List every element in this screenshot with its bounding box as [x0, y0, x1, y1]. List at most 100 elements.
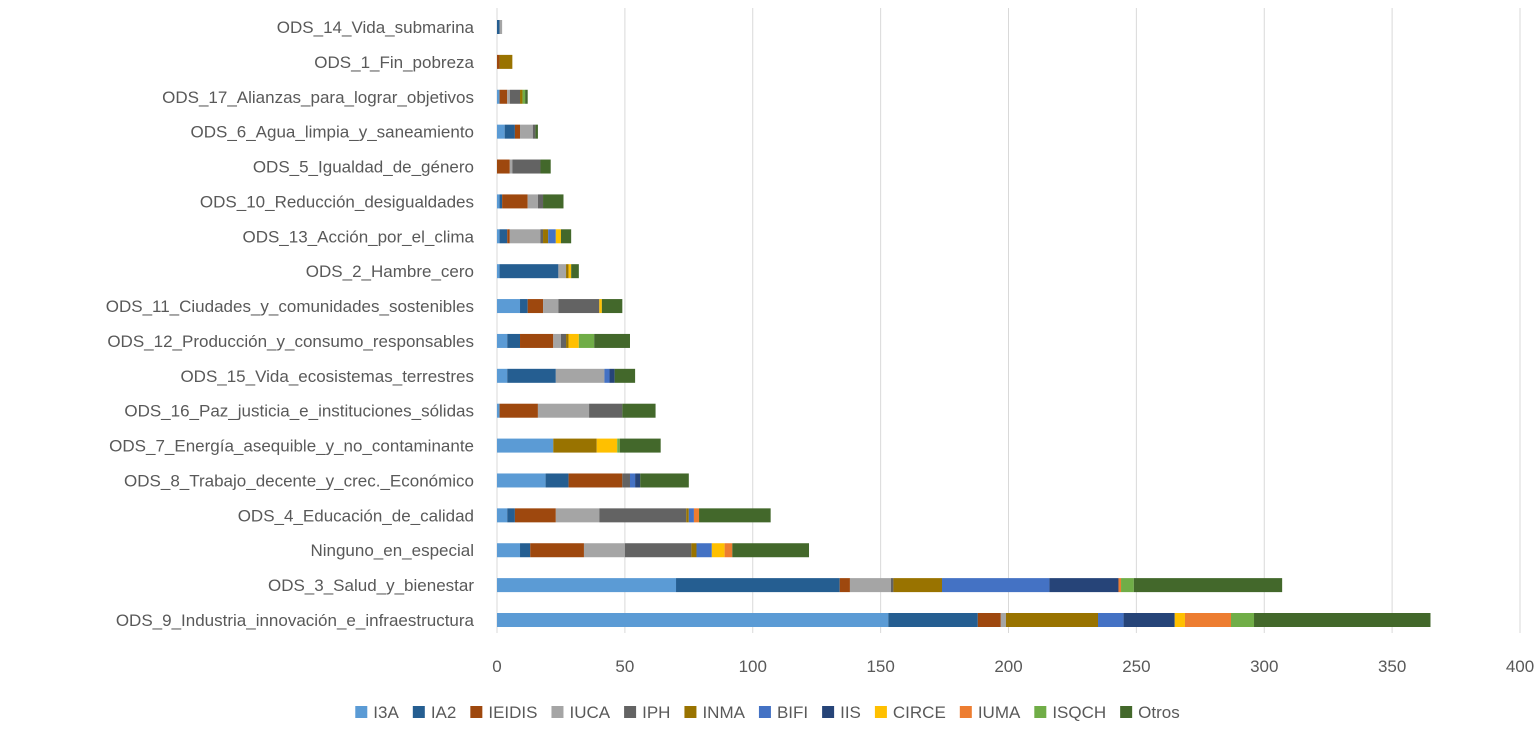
- legend-label: ISQCH: [1052, 703, 1106, 722]
- x-tick-label: 50: [615, 657, 634, 676]
- bar-segment-ieidis: [568, 473, 623, 488]
- bar-segment-i3a: [497, 473, 546, 488]
- bar-segment-iuca: [537, 403, 590, 418]
- bar-segment-iuca: [509, 159, 513, 174]
- bar-segment-ia2: [499, 194, 503, 209]
- bar-segment-inma: [691, 543, 697, 558]
- bar-segment-inma: [566, 264, 569, 279]
- bar-segment-otros: [525, 89, 528, 104]
- x-tick-label: 200: [994, 657, 1022, 676]
- bar-segment-otros: [535, 124, 538, 139]
- bar-segment-otros: [1133, 578, 1283, 593]
- bar-segment-i3a: [497, 508, 508, 523]
- bar-segment-ia2: [545, 473, 569, 488]
- category-label: ODS_13_Acción_por_el_clima: [242, 227, 474, 246]
- category-label: ODS_7_Energía_asequible_y_no_contaminant…: [109, 437, 474, 456]
- bar-segment-i3a: [497, 543, 521, 558]
- bar-segment-otros: [732, 543, 810, 558]
- bar-segment-inma: [1005, 613, 1099, 627]
- bar-segment-circe: [599, 299, 602, 314]
- bar-segment-isqch: [1121, 578, 1134, 593]
- bar-segment-ieidis: [520, 333, 554, 348]
- bar-segment-iuca: [509, 229, 541, 244]
- legend-label: IEIDIS: [488, 703, 537, 722]
- bar-segment-otros: [699, 508, 771, 523]
- bar-segment-otros: [614, 368, 636, 383]
- legend-label: IUCA: [569, 703, 610, 722]
- bar-segment-iuma: [724, 543, 733, 558]
- category-label: ODS_2_Hambre_cero: [306, 262, 474, 281]
- bar-segment-circe: [1174, 613, 1185, 627]
- bar-segment-circe: [596, 438, 618, 453]
- bar-segment-ieidis: [514, 508, 556, 523]
- bar-segment-circe: [568, 264, 572, 279]
- bar-segment-otros: [571, 264, 579, 279]
- legend-swatch-iuca: [551, 706, 564, 718]
- bar-segment-iph: [512, 159, 541, 174]
- bar-segment-otros: [1254, 613, 1431, 627]
- bar-segment-iuca: [555, 368, 605, 383]
- bar-segment-ieidis: [507, 229, 510, 244]
- category-label: ODS_12_Producción_y_consumo_responsables: [107, 332, 474, 351]
- bar-segment-i3a: [497, 333, 508, 348]
- legend-label: IIS: [840, 703, 861, 722]
- gridlines: [496, 8, 1521, 633]
- bar-segment-iph: [558, 299, 600, 314]
- bar-segment-isqch: [1231, 613, 1255, 627]
- bar-segment-ieidis: [839, 578, 850, 593]
- bar-segment-bifi: [696, 543, 712, 558]
- bar-segment-iuca: [527, 194, 538, 209]
- category-label: ODS_4_Educación_de_calidad: [238, 506, 474, 525]
- legend-label: Otros: [1138, 703, 1180, 722]
- bar-segment-iuca: [507, 89, 510, 104]
- bar-segment-ia2: [520, 543, 531, 558]
- category-label: ODS_15_Vida_ecosistemas_terrestres: [180, 367, 474, 386]
- bar-segment-i3a: [497, 229, 500, 244]
- bar-segment-ieidis: [497, 54, 500, 69]
- category-label: ODS_17_Alianzas_para_lograr_objetivos: [162, 88, 474, 107]
- bar-segment-i3a: [497, 299, 521, 314]
- bar-segment-otros: [543, 194, 564, 209]
- bar-segment-bifi: [942, 578, 1050, 593]
- bar-segment-iph: [540, 229, 544, 244]
- legend-swatch-ia2: [412, 706, 425, 718]
- bar-segment-otros: [560, 229, 572, 244]
- bar-segment-iuca: [1000, 613, 1006, 627]
- bar-segment-ia2: [520, 299, 528, 314]
- x-tick-label: 150: [866, 657, 894, 676]
- legend-label: INMA: [702, 703, 745, 722]
- bar-segment-ieidis: [502, 194, 528, 209]
- bar-segment-ia2: [888, 613, 978, 627]
- bar-segment-ia2: [499, 264, 559, 279]
- bar-segment-ieidis: [977, 613, 1001, 627]
- legend-label: CIRCE: [893, 703, 946, 722]
- bar-segment-i3a: [497, 613, 889, 627]
- bar-segment-iuca: [558, 264, 567, 279]
- bar-segment-inma: [499, 54, 513, 69]
- legend-swatch-isqch: [1034, 706, 1047, 718]
- bar-segment-inma: [553, 438, 597, 453]
- bar-segment-circe: [555, 229, 561, 244]
- legend-swatch-ieidis: [470, 706, 483, 718]
- bar-segment-i3a: [497, 403, 500, 418]
- bar-segment-iuca: [499, 20, 503, 34]
- bar-segment-ia2: [676, 578, 840, 593]
- bar-segment-ia2: [507, 508, 515, 523]
- legend-label: BIFI: [777, 703, 808, 722]
- bar-segment-iph: [509, 89, 521, 104]
- bar-segment-isqch: [617, 438, 620, 453]
- bar-segment-i3a: [497, 578, 677, 593]
- bar-segment-iph: [599, 508, 687, 523]
- bar-segment-iis: [635, 473, 641, 488]
- category-label: ODS_14_Vida_submarina: [277, 18, 475, 37]
- bar-segment-bifi: [548, 229, 556, 244]
- bar-segment-iis: [609, 368, 615, 383]
- legend-swatch-iph: [624, 706, 637, 718]
- x-tick-labels: 0 50 100 150 200 250 300 350 400: [492, 657, 1534, 676]
- category-label: ODS_11_Ciudades_y_comunidades_sostenible…: [106, 297, 474, 316]
- bar-segment-iuca: [849, 578, 891, 593]
- bar-segment-iuca: [583, 543, 625, 558]
- x-tick-label: 400: [1506, 657, 1534, 676]
- bar-segment-ieidis: [499, 403, 538, 418]
